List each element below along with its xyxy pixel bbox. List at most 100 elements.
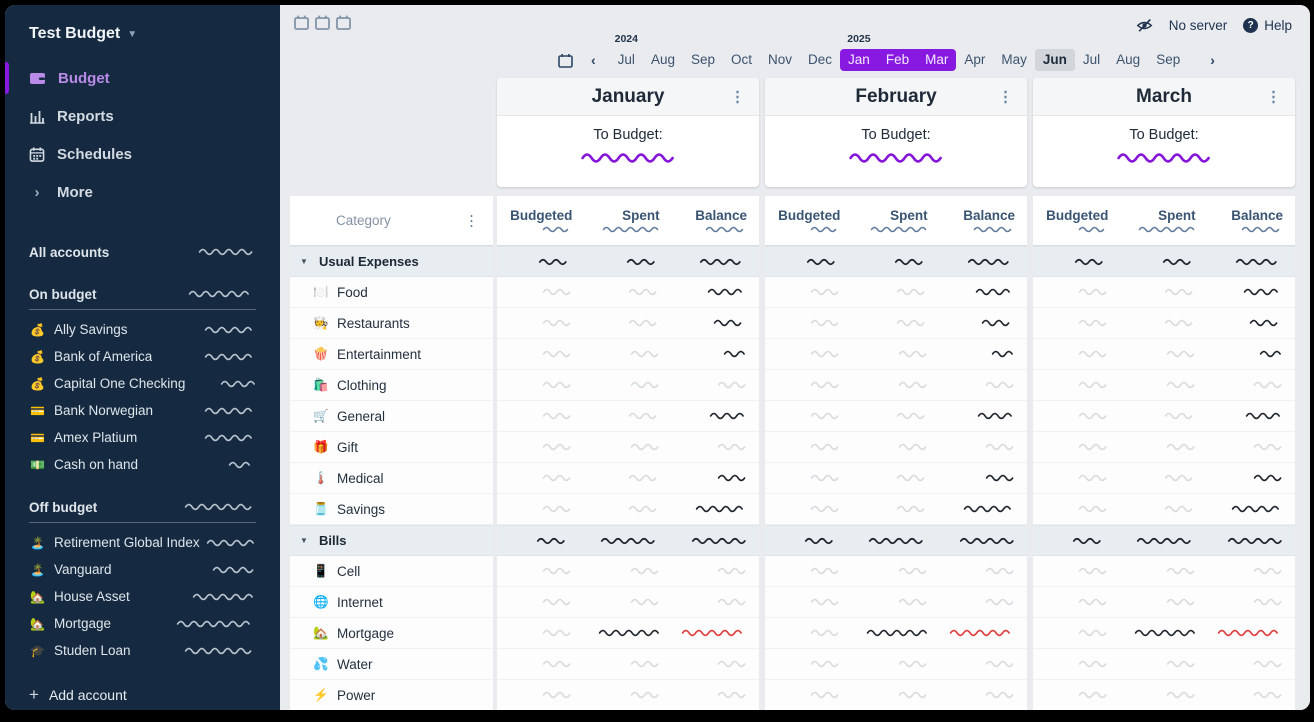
column-header-budgeted[interactable]: Budgeted — [497, 196, 584, 245]
balance-cell[interactable] — [672, 680, 759, 710]
month-picker-calendar-icon[interactable] — [558, 53, 573, 68]
budgeted-cell[interactable] — [497, 339, 584, 369]
spent-cell[interactable] — [584, 494, 671, 524]
balance-cell[interactable] — [1208, 680, 1295, 710]
budgeted-cell[interactable] — [1033, 463, 1120, 493]
spent-cell[interactable] — [852, 339, 939, 369]
budgeted-cell[interactable] — [497, 556, 584, 586]
balance-cell[interactable] — [1208, 556, 1295, 586]
balance-cell[interactable] — [672, 370, 759, 400]
balance-cell[interactable] — [1208, 526, 1295, 555]
category-row[interactable]: 📱 Cell — [290, 556, 493, 587]
server-status-button[interactable]: No server — [1169, 18, 1228, 33]
spent-cell[interactable] — [852, 463, 939, 493]
budgeted-cell[interactable] — [1033, 370, 1120, 400]
sidebar-account-item[interactable]: 🏡 Mortgage — [5, 610, 280, 637]
balance-cell[interactable] — [940, 339, 1027, 369]
column-header-spent[interactable]: Spent — [584, 196, 671, 245]
balance-cell[interactable] — [672, 432, 759, 462]
budget-file-switcher[interactable]: Test Budget ▼ — [5, 25, 280, 43]
spent-cell[interactable] — [1120, 432, 1207, 462]
balance-cell[interactable] — [672, 277, 759, 307]
month-nav-item-jul[interactable]: Jul — [1082, 52, 1101, 67]
balance-cell[interactable] — [672, 526, 759, 555]
month-nav-item-jan[interactable]: 2025 Jan — [840, 33, 878, 71]
balance-cell[interactable] — [940, 247, 1027, 276]
month-nav-item-nov[interactable]: Nov — [768, 52, 793, 67]
budgeted-cell[interactable] — [765, 680, 852, 710]
column-header-balance[interactable]: Balance — [940, 196, 1027, 245]
balance-cell[interactable] — [1208, 370, 1295, 400]
balance-cell[interactable] — [1208, 277, 1295, 307]
month-menu-kebab-icon[interactable]: ⋮ — [730, 88, 745, 105]
balance-cell[interactable] — [672, 556, 759, 586]
budgeted-cell[interactable] — [765, 526, 852, 555]
spent-cell[interactable] — [852, 680, 939, 710]
balance-cell[interactable] — [940, 494, 1027, 524]
month-nav-item-may[interactable]: May — [1001, 52, 1027, 67]
budgeted-cell[interactable] — [765, 277, 852, 307]
budgeted-cell[interactable] — [497, 401, 584, 431]
budgeted-cell[interactable] — [1033, 494, 1120, 524]
balance-cell[interactable] — [672, 247, 759, 276]
spent-cell[interactable] — [584, 587, 671, 617]
budgeted-cell[interactable] — [765, 339, 852, 369]
budgeted-cell[interactable] — [1033, 277, 1120, 307]
balance-cell[interactable] — [1208, 432, 1295, 462]
add-account-button[interactable]: + Add account — [5, 678, 280, 710]
sidebar-account-item[interactable]: 🏡 House Asset — [5, 583, 280, 610]
sidebar-account-item[interactable]: 🏝️ Retirement Global Index — [5, 529, 280, 556]
balance-cell[interactable] — [672, 463, 759, 493]
column-header-spent[interactable]: Spent — [1120, 196, 1207, 245]
category-row[interactable]: 🍿 Entertainment — [290, 339, 493, 370]
spent-cell[interactable] — [852, 618, 939, 648]
spent-cell[interactable] — [584, 618, 671, 648]
budgeted-cell[interactable] — [765, 587, 852, 617]
month-nav-item-aug[interactable]: Aug — [1116, 52, 1141, 67]
budgeted-cell[interactable] — [497, 463, 584, 493]
budgeted-cell[interactable] — [497, 494, 584, 524]
category-group-row[interactable]: ▼ Bills — [290, 525, 493, 556]
budgeted-cell[interactable] — [1033, 649, 1120, 679]
budgeted-cell[interactable] — [497, 680, 584, 710]
sidebar-account-item[interactable]: 💰 Ally Savings — [5, 316, 280, 343]
category-row[interactable]: 🧑‍🍳 Restaurants — [290, 308, 493, 339]
budgeted-cell[interactable] — [497, 277, 584, 307]
sidebar-item-more[interactable]: › More — [5, 173, 280, 211]
budgeted-cell[interactable] — [765, 401, 852, 431]
budgeted-cell[interactable] — [765, 618, 852, 648]
sidebar-item-all-accounts[interactable]: All accounts — [5, 237, 280, 267]
balance-cell[interactable] — [1208, 401, 1295, 431]
category-row[interactable]: 🍽️ Food — [290, 277, 493, 308]
spent-cell[interactable] — [852, 494, 939, 524]
spent-cell[interactable] — [584, 308, 671, 338]
balance-cell[interactable] — [1208, 339, 1295, 369]
balance-cell[interactable] — [1208, 587, 1295, 617]
month-nav-item-apr[interactable]: Apr — [964, 52, 986, 67]
budgeted-cell[interactable] — [765, 494, 852, 524]
balance-cell[interactable] — [940, 526, 1027, 555]
spent-cell[interactable] — [1120, 401, 1207, 431]
sidebar-account-item[interactable]: 💰 Capital One Checking — [5, 370, 280, 397]
balance-cell[interactable] — [672, 339, 759, 369]
category-menu-kebab-icon[interactable]: ⋮ — [464, 212, 479, 229]
balance-cell[interactable] — [940, 587, 1027, 617]
account-section-header[interactable]: On budget — [5, 279, 280, 309]
budgeted-cell[interactable] — [497, 526, 584, 555]
category-row[interactable]: 🏡 Mortgage — [290, 618, 493, 649]
spent-cell[interactable] — [1120, 277, 1207, 307]
category-row[interactable]: 💦 Water — [290, 649, 493, 680]
sidebar-account-item[interactable]: 💰 Bank of America — [5, 343, 280, 370]
spent-cell[interactable] — [852, 277, 939, 307]
category-row[interactable]: 🛒 General — [290, 401, 493, 432]
spent-cell[interactable] — [584, 432, 671, 462]
spent-cell[interactable] — [1120, 494, 1207, 524]
sidebar-account-item[interactable]: 💳 Amex Platium — [5, 424, 280, 451]
balance-cell[interactable] — [672, 401, 759, 431]
spent-cell[interactable] — [1120, 339, 1207, 369]
balance-cell[interactable] — [940, 277, 1027, 307]
spent-cell[interactable] — [584, 526, 671, 555]
spent-cell[interactable] — [1120, 680, 1207, 710]
budgeted-cell[interactable] — [765, 432, 852, 462]
category-group-row[interactable]: ▼ Usual Expenses — [290, 246, 493, 277]
